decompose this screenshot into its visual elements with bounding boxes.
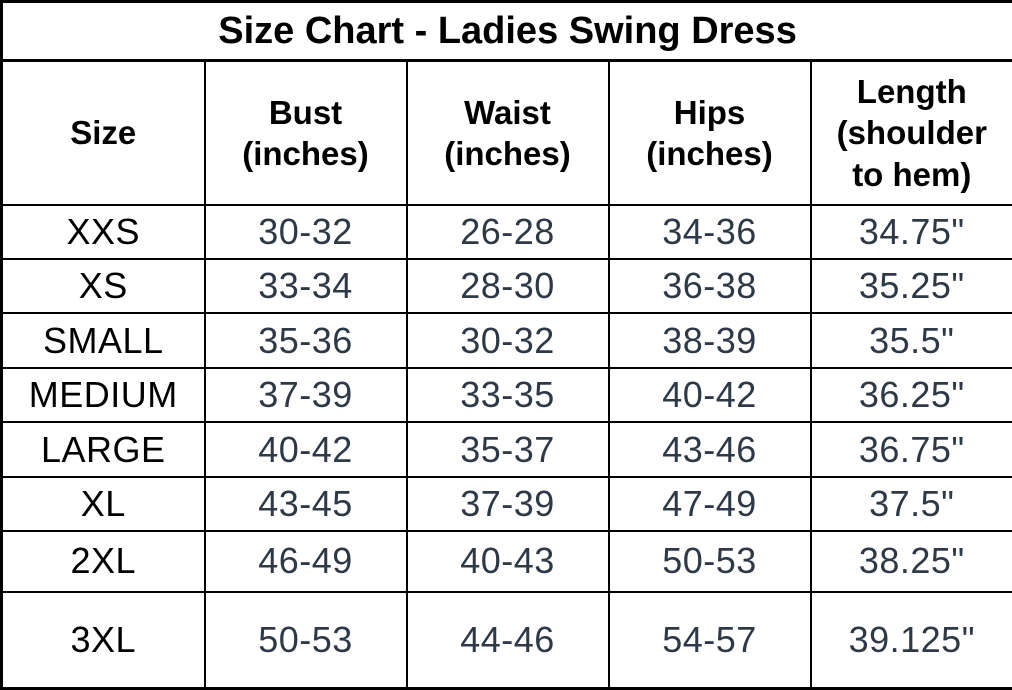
- header-label: to hem): [852, 155, 972, 193]
- size-label: MEDIUM: [0, 366, 206, 424]
- header-label: Length: [856, 73, 967, 111]
- column-header-hips: Hips (inches): [607, 59, 812, 206]
- header-row: Size Bust (inches) Waist (inches) Hips (…: [0, 59, 1012, 206]
- header-label: Waist: [464, 93, 551, 131]
- hips-value: 40-42: [607, 366, 812, 424]
- table-row-medium: MEDIUM 37-39 33-35 40-42 36.25": [0, 366, 1012, 424]
- size-label: XXS: [0, 203, 206, 261]
- waist-value: 40-43: [405, 530, 610, 593]
- header-label: (inches): [444, 135, 571, 173]
- waist-value: 37-39: [405, 475, 610, 533]
- waist-value: 33-35: [405, 366, 610, 424]
- hips-value: 34-36: [607, 203, 812, 261]
- bust-value: 33-34: [203, 258, 408, 315]
- waist-value: 30-32: [405, 312, 610, 369]
- bust-value: 37-39: [203, 366, 408, 424]
- table-row-small: SMALL 35-36 30-32 38-39 35.5": [0, 312, 1012, 369]
- bust-value: 46-49: [203, 530, 408, 593]
- size-label: LARGE: [0, 421, 206, 478]
- length-value: 36.25": [809, 366, 1012, 424]
- length-value: 35.25": [809, 258, 1012, 315]
- hips-value: 54-57: [607, 590, 812, 690]
- length-value: 35.5": [809, 312, 1012, 369]
- hips-value: 47-49: [607, 475, 812, 533]
- table-row-large: LARGE 40-42 35-37 43-46 36.75": [0, 421, 1012, 478]
- hips-value: 50-53: [607, 530, 812, 593]
- waist-value: 26-28: [405, 203, 610, 261]
- column-header-length: Length (shoulder to hem): [809, 59, 1012, 206]
- length-value: 39.125": [809, 590, 1012, 690]
- length-value: 37.5": [809, 475, 1012, 533]
- column-header-waist: Waist (inches): [405, 59, 610, 206]
- size-label: 3XL: [0, 590, 206, 690]
- table-row-xl: XL 43-45 37-39 47-49 37.5": [0, 475, 1012, 533]
- header-label: Hips: [673, 93, 746, 131]
- column-header-size: Size: [0, 59, 206, 206]
- length-value: 38.25": [809, 530, 1012, 593]
- hips-value: 38-39: [607, 312, 812, 369]
- table-row-xs: XS 33-34 28-30 36-38 35.25": [0, 258, 1012, 315]
- table-row-3xl: 3XL 50-53 44-46 54-57 39.125": [0, 590, 1012, 690]
- size-label: 2XL: [0, 530, 206, 593]
- size-label: SMALL: [0, 312, 206, 369]
- length-value: 34.75": [809, 203, 1012, 261]
- bust-value: 50-53: [203, 590, 408, 690]
- header-label: (shoulder: [836, 114, 987, 152]
- length-value: 36.75": [809, 421, 1012, 478]
- column-header-bust: Bust (inches): [203, 59, 408, 206]
- waist-value: 28-30: [405, 258, 610, 315]
- header-label: (inches): [646, 135, 773, 173]
- chart-title: Size Chart - Ladies Swing Dress: [0, 0, 1012, 63]
- waist-value: 44-46: [405, 590, 610, 690]
- bust-value: 30-32: [203, 203, 408, 261]
- waist-value: 35-37: [405, 421, 610, 478]
- table-row-xxs: XXS 30-32 26-28 34-36 34.75": [0, 203, 1012, 261]
- header-label: (inches): [242, 135, 369, 173]
- size-label: XL: [0, 475, 206, 533]
- hips-value: 43-46: [607, 421, 812, 478]
- title-row: Size Chart - Ladies Swing Dress: [0, 0, 1012, 63]
- header-label: Size: [70, 114, 137, 152]
- table-row-2xl: 2XL 46-49 40-43 50-53 38.25": [0, 530, 1012, 593]
- bust-value: 43-45: [203, 475, 408, 533]
- bust-value: 35-36: [203, 312, 408, 369]
- size-label: XS: [0, 258, 206, 315]
- header-label: Bust: [268, 93, 343, 131]
- hips-value: 36-38: [607, 258, 812, 315]
- bust-value: 40-42: [203, 421, 408, 478]
